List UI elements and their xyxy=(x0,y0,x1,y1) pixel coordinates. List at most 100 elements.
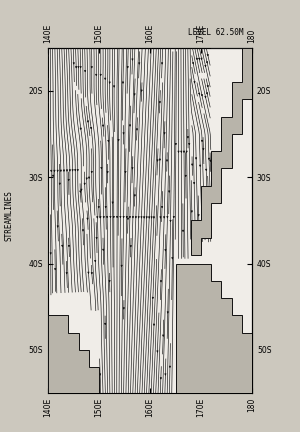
FancyArrowPatch shape xyxy=(194,182,195,184)
FancyArrowPatch shape xyxy=(151,217,152,218)
FancyArrowPatch shape xyxy=(182,230,184,232)
FancyArrowPatch shape xyxy=(126,216,128,218)
Polygon shape xyxy=(191,48,252,255)
FancyArrowPatch shape xyxy=(88,177,90,178)
FancyArrowPatch shape xyxy=(135,216,136,218)
FancyArrowPatch shape xyxy=(191,164,193,165)
Polygon shape xyxy=(48,315,99,393)
FancyArrowPatch shape xyxy=(183,151,185,152)
FancyArrowPatch shape xyxy=(178,151,179,152)
FancyArrowPatch shape xyxy=(94,260,96,262)
FancyArrowPatch shape xyxy=(73,63,74,64)
FancyArrowPatch shape xyxy=(130,245,131,247)
FancyArrowPatch shape xyxy=(113,216,115,218)
FancyArrowPatch shape xyxy=(99,374,101,375)
FancyArrowPatch shape xyxy=(132,59,133,60)
FancyArrowPatch shape xyxy=(107,172,108,173)
FancyArrowPatch shape xyxy=(141,90,142,91)
FancyArrowPatch shape xyxy=(146,217,147,218)
FancyArrowPatch shape xyxy=(138,216,140,218)
FancyArrowPatch shape xyxy=(90,127,92,129)
FancyArrowPatch shape xyxy=(75,169,76,171)
FancyArrowPatch shape xyxy=(80,191,81,192)
FancyArrowPatch shape xyxy=(54,170,55,172)
FancyArrowPatch shape xyxy=(141,216,142,218)
FancyArrowPatch shape xyxy=(125,172,126,173)
FancyArrowPatch shape xyxy=(69,170,70,171)
FancyArrowPatch shape xyxy=(66,273,68,274)
FancyArrowPatch shape xyxy=(102,125,104,127)
FancyArrowPatch shape xyxy=(97,216,98,218)
FancyArrowPatch shape xyxy=(194,81,195,83)
FancyArrowPatch shape xyxy=(47,206,49,207)
FancyArrowPatch shape xyxy=(80,67,81,68)
FancyArrowPatch shape xyxy=(68,179,69,181)
FancyArrowPatch shape xyxy=(206,169,207,171)
FancyArrowPatch shape xyxy=(100,216,101,218)
FancyArrowPatch shape xyxy=(60,170,61,172)
FancyArrowPatch shape xyxy=(160,217,161,218)
FancyArrowPatch shape xyxy=(100,74,101,76)
FancyArrowPatch shape xyxy=(113,86,115,87)
FancyArrowPatch shape xyxy=(165,374,166,375)
FancyArrowPatch shape xyxy=(164,216,165,218)
FancyArrowPatch shape xyxy=(173,216,175,218)
FancyArrowPatch shape xyxy=(105,206,106,208)
FancyArrowPatch shape xyxy=(57,170,58,172)
FancyArrowPatch shape xyxy=(157,351,158,352)
FancyArrowPatch shape xyxy=(153,217,155,218)
FancyArrowPatch shape xyxy=(172,257,173,259)
Polygon shape xyxy=(176,264,252,393)
FancyArrowPatch shape xyxy=(206,92,208,94)
FancyArrowPatch shape xyxy=(91,172,92,173)
FancyArrowPatch shape xyxy=(160,378,162,379)
FancyArrowPatch shape xyxy=(206,61,208,63)
FancyArrowPatch shape xyxy=(165,250,166,251)
FancyArrowPatch shape xyxy=(104,323,106,324)
FancyArrowPatch shape xyxy=(157,160,158,161)
FancyArrowPatch shape xyxy=(101,167,102,169)
FancyArrowPatch shape xyxy=(205,96,206,98)
FancyArrowPatch shape xyxy=(77,169,79,171)
FancyArrowPatch shape xyxy=(123,216,124,218)
FancyArrowPatch shape xyxy=(63,170,64,172)
FancyArrowPatch shape xyxy=(207,187,209,189)
FancyArrowPatch shape xyxy=(164,133,165,134)
FancyArrowPatch shape xyxy=(136,129,138,130)
FancyArrowPatch shape xyxy=(80,128,81,130)
FancyArrowPatch shape xyxy=(84,183,86,184)
FancyArrowPatch shape xyxy=(205,65,206,67)
FancyArrowPatch shape xyxy=(186,151,188,152)
FancyArrowPatch shape xyxy=(209,226,211,228)
FancyArrowPatch shape xyxy=(120,216,121,218)
FancyArrowPatch shape xyxy=(81,189,82,191)
FancyArrowPatch shape xyxy=(91,67,92,68)
FancyArrowPatch shape xyxy=(91,273,92,274)
FancyArrowPatch shape xyxy=(188,143,190,145)
FancyArrowPatch shape xyxy=(199,93,200,95)
FancyArrowPatch shape xyxy=(98,206,100,208)
FancyArrowPatch shape xyxy=(104,78,106,79)
FancyArrowPatch shape xyxy=(139,63,140,64)
FancyArrowPatch shape xyxy=(123,308,124,309)
FancyArrowPatch shape xyxy=(86,178,87,179)
FancyArrowPatch shape xyxy=(199,58,200,60)
FancyArrowPatch shape xyxy=(123,133,124,134)
FancyArrowPatch shape xyxy=(72,170,73,171)
FancyArrowPatch shape xyxy=(129,125,131,126)
FancyArrowPatch shape xyxy=(84,70,86,72)
FancyArrowPatch shape xyxy=(201,58,202,60)
FancyArrowPatch shape xyxy=(108,140,109,142)
FancyArrowPatch shape xyxy=(166,160,168,161)
FancyArrowPatch shape xyxy=(76,67,77,68)
FancyArrowPatch shape xyxy=(88,272,89,273)
FancyArrowPatch shape xyxy=(159,102,160,103)
FancyArrowPatch shape xyxy=(210,160,211,162)
FancyArrowPatch shape xyxy=(195,158,197,159)
FancyArrowPatch shape xyxy=(201,140,203,142)
FancyArrowPatch shape xyxy=(148,217,150,218)
FancyArrowPatch shape xyxy=(192,63,194,64)
FancyArrowPatch shape xyxy=(160,280,162,282)
FancyArrowPatch shape xyxy=(109,280,110,282)
FancyArrowPatch shape xyxy=(181,151,182,152)
